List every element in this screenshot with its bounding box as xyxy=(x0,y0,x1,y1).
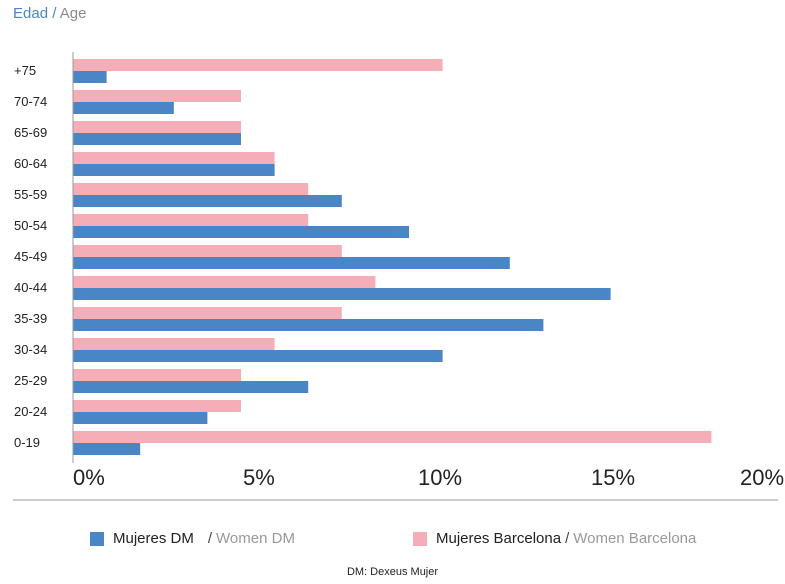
chart-title: Edad / Age xyxy=(13,5,86,22)
legend-sep-dm: / xyxy=(207,530,213,547)
x-tick-label: 10% xyxy=(418,465,462,490)
bars-group xyxy=(73,59,712,455)
legend-item-women-barcelona: Mujeres Barcelona / Women Barcelona xyxy=(413,530,696,547)
chart-title-separator: / xyxy=(52,5,57,22)
category-label: 60-64 xyxy=(14,156,47,171)
category-label: 65-69 xyxy=(14,125,47,140)
bar-barcelona-55-59 xyxy=(73,183,309,195)
category-label: 35-39 xyxy=(14,311,47,326)
legend-swatch-women-barcelona xyxy=(413,531,427,546)
category-label: 70-74 xyxy=(14,94,47,109)
bar-barcelona-0-19 xyxy=(73,431,712,443)
bar-dm-45-49 xyxy=(73,257,510,269)
bar-dm-40-44 xyxy=(73,288,611,300)
legend-item-women-dm: Mujeres DM / Women DM xyxy=(90,530,295,547)
legend-sep-bcn: / xyxy=(565,530,570,547)
bar-dm-0-19 xyxy=(73,443,141,455)
category-labels: +75 70-74 65-69 60-64 55-59 50-54 45-49 40-44 35… xyxy=(14,63,47,450)
bar-barcelona-35-39 xyxy=(73,307,342,319)
x-tick-label: 5% xyxy=(243,465,275,490)
legend-swatch-women-dm xyxy=(90,531,104,546)
legend-label-es-dm: Mujeres DM xyxy=(113,530,194,547)
legend-label-en-bcn: Women Barcelona xyxy=(573,530,697,547)
bar-dm-plus75 xyxy=(73,71,107,83)
x-tick-label: 15% xyxy=(591,465,635,490)
bar-barcelona-20-24 xyxy=(73,400,241,412)
bar-barcelona-40-44 xyxy=(73,276,376,288)
category-label: 40-44 xyxy=(14,280,47,295)
category-label: 20-24 xyxy=(14,404,47,419)
bar-chart: +75 70-74 65-69 60-64 55-59 50-54 45-49 40-44 35… xyxy=(13,52,784,501)
category-label: 25-29 xyxy=(14,373,47,388)
category-label: 55-59 xyxy=(14,187,47,202)
category-label: 30-34 xyxy=(14,342,47,357)
category-label: 45-49 xyxy=(14,249,47,264)
source-note: DM: Dexeus Mujer xyxy=(346,566,439,578)
legend-label-en-dm: Women DM xyxy=(216,530,295,547)
bar-barcelona-25-29 xyxy=(73,369,241,381)
chart-title-en: Age xyxy=(59,5,87,22)
x-tick-label: 20% xyxy=(740,465,784,490)
category-label: 50-54 xyxy=(14,218,47,233)
bar-dm-70-74 xyxy=(73,102,174,114)
bar-dm-25-29 xyxy=(73,381,309,393)
bar-dm-35-39 xyxy=(73,319,544,331)
category-label: +75 xyxy=(14,63,36,78)
x-tick-labels: 0% 5% 10% 15% 20% xyxy=(73,465,784,490)
category-label: 0-19 xyxy=(14,435,40,450)
chart-title-es: Edad xyxy=(13,5,49,22)
bar-barcelona-65-69 xyxy=(73,121,241,133)
legend-label-es-bcn: Mujeres Barcelona xyxy=(436,530,562,547)
bar-dm-60-64 xyxy=(73,164,275,176)
bar-barcelona-60-64 xyxy=(73,152,275,164)
x-tick-label: 0% xyxy=(73,465,105,490)
bar-barcelona-50-54 xyxy=(73,214,309,226)
bar-dm-50-54 xyxy=(73,226,409,238)
bar-dm-55-59 xyxy=(73,195,342,207)
bar-barcelona-plus75 xyxy=(73,59,443,71)
bar-barcelona-70-74 xyxy=(73,90,241,102)
bar-dm-30-34 xyxy=(73,350,443,362)
bar-barcelona-30-34 xyxy=(73,338,275,350)
bar-barcelona-45-49 xyxy=(73,245,342,257)
bar-dm-20-24 xyxy=(73,412,208,424)
bar-dm-65-69 xyxy=(73,133,241,145)
